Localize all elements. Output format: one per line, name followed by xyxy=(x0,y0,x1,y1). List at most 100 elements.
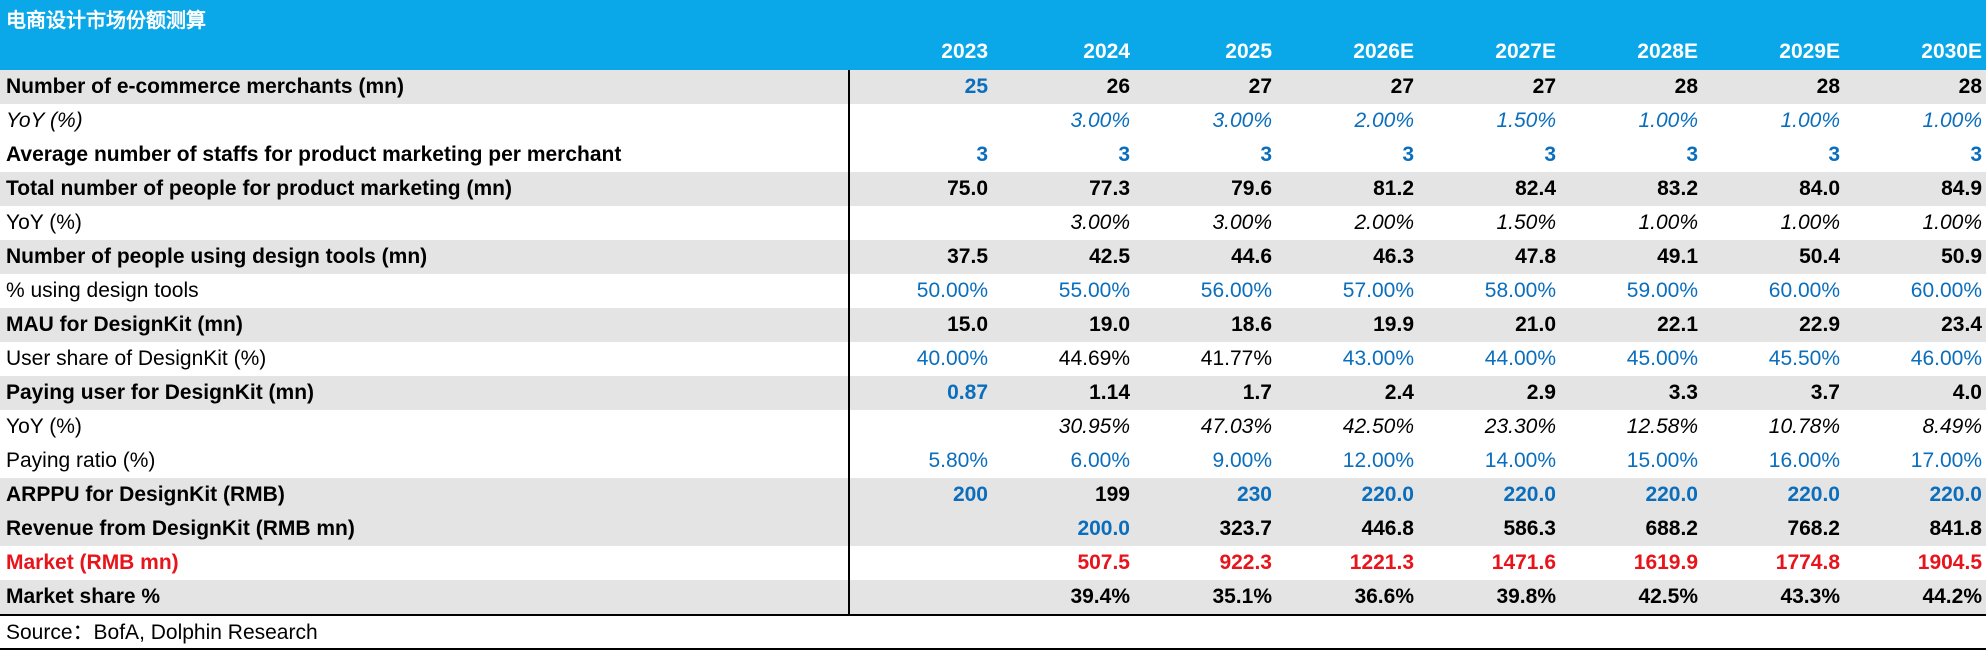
cell: 4.0 xyxy=(1952,381,1982,404)
table-row: % using design tools 50.00% 55.00% 56.00% 57… xyxy=(0,274,1986,308)
row-label: YoY (%) xyxy=(6,211,82,234)
cell: 56.00% xyxy=(1200,279,1272,302)
table-row: YoY (%) 30.95% 47.03% 42.50% 23.30% 12.58% 10.… xyxy=(0,410,1986,444)
cell: 1.00% xyxy=(1922,109,1982,132)
cell: 45.50% xyxy=(1768,347,1840,370)
rule xyxy=(0,614,1986,616)
cell: 1.00% xyxy=(1638,211,1698,234)
row-label: Paying ratio (%) xyxy=(6,449,156,472)
cell: 47.8 xyxy=(1515,245,1556,268)
table-row: Number of e-commerce merchants (mn) 25 26 2… xyxy=(0,70,1986,104)
cell: 200.0 xyxy=(1077,517,1130,540)
cell: 79.6 xyxy=(1231,177,1272,200)
cell: 42.50% xyxy=(1342,415,1414,438)
row-label: ARPPU for DesignKit (RMB) xyxy=(6,483,285,506)
cell: 49.1 xyxy=(1657,245,1698,268)
cell: 323.7 xyxy=(1219,517,1272,540)
cell: 1.14 xyxy=(1089,381,1130,404)
cell: 57.00% xyxy=(1342,279,1414,302)
cell: 25 xyxy=(964,75,988,98)
cell: 28 xyxy=(1816,75,1840,98)
cell: 43.00% xyxy=(1342,347,1414,370)
cell: 15.00% xyxy=(1626,449,1698,472)
cell: 28 xyxy=(1674,75,1698,98)
cell: 3 xyxy=(1118,143,1130,166)
year-header: 2023 xyxy=(941,40,988,63)
cell: 42.5% xyxy=(1638,585,1698,608)
cell: 15.0 xyxy=(947,313,988,336)
table-row: Paying ratio (%) 5.80% 6.00% 9.00% 12.00% 14.… xyxy=(0,444,1986,478)
cell: 446.8 xyxy=(1361,517,1414,540)
table-row: Market (RMB mn) 507.5 922.3 1221.3 1471.6 161… xyxy=(0,546,1986,580)
table-row: YoY (%) 3.00% 3.00% 2.00% 1.50% 1.00% 1.00% 1.0… xyxy=(0,206,1986,240)
row-label: Total number of people for product marke… xyxy=(6,177,512,200)
row-label: Number of people using design tools (mn) xyxy=(6,245,428,268)
cell: 41.77% xyxy=(1200,347,1272,370)
rule xyxy=(0,648,1986,650)
cell: 44.00% xyxy=(1484,347,1556,370)
cell: 688.2 xyxy=(1645,517,1698,540)
cell: 22.9 xyxy=(1799,313,1840,336)
cell: 17.00% xyxy=(1910,449,1982,472)
cell: 3.7 xyxy=(1810,381,1840,404)
row-label: Market (RMB mn) xyxy=(6,551,179,574)
cell: 9.00% xyxy=(1212,449,1272,472)
cell: 39.8% xyxy=(1496,585,1556,608)
cell: 21.0 xyxy=(1515,313,1556,336)
cell: 5.80% xyxy=(928,449,988,472)
cell: 35.1% xyxy=(1212,585,1272,608)
table-row: Paying user for DesignKit (mn) 0.87 1.14 1.… xyxy=(0,376,1986,410)
table-row: Market share % 39.4% 35.1% 36.6% 39.8% 42.5% 4… xyxy=(0,580,1986,614)
year-header: 2024 xyxy=(1083,40,1130,63)
cell: 220.0 xyxy=(1787,483,1840,506)
cell: 19.9 xyxy=(1373,313,1414,336)
cell: 84.9 xyxy=(1941,177,1982,200)
cell: 1.00% xyxy=(1922,211,1982,234)
cell: 3.00% xyxy=(1212,109,1272,132)
cell: 3 xyxy=(1260,143,1272,166)
cell: 220.0 xyxy=(1929,483,1982,506)
table-row: User share of DesignKit (%) 40.00% 44.69% 4… xyxy=(0,342,1986,376)
cell: 3 xyxy=(1686,143,1698,166)
cell: 39.4% xyxy=(1070,585,1130,608)
row-label: MAU for DesignKit (mn) xyxy=(6,313,243,336)
cell: 27 xyxy=(1532,75,1556,98)
year-header: 2025 xyxy=(1225,40,1272,63)
cell: 2.00% xyxy=(1354,211,1414,234)
cell: 2.00% xyxy=(1354,109,1414,132)
cell: 199 xyxy=(1094,483,1130,506)
cell: 200 xyxy=(952,483,988,506)
year-header: 2028E xyxy=(1637,40,1698,63)
cell: 40.00% xyxy=(916,347,988,370)
cell: 586.3 xyxy=(1503,517,1556,540)
cell: 81.2 xyxy=(1373,177,1414,200)
cell: 45.00% xyxy=(1626,347,1698,370)
cell: 768.2 xyxy=(1787,517,1840,540)
cell: 50.00% xyxy=(916,279,988,302)
cell: 47.03% xyxy=(1200,415,1272,438)
year-header: 2026E xyxy=(1353,40,1414,63)
cell: 12.58% xyxy=(1626,415,1698,438)
table-row: ARPPU for DesignKit (RMB) 200 199 230 220.0 2… xyxy=(0,478,1986,512)
cell: 3.00% xyxy=(1070,109,1130,132)
cell: 1.00% xyxy=(1638,109,1698,132)
cell: 1.00% xyxy=(1780,109,1840,132)
cell: 19.0 xyxy=(1089,313,1130,336)
cell: 220.0 xyxy=(1503,483,1556,506)
cell: 3.00% xyxy=(1070,211,1130,234)
year-header: 2027E xyxy=(1495,40,1556,63)
cell: 220.0 xyxy=(1361,483,1414,506)
cell: 44.6 xyxy=(1231,245,1272,268)
cell: 220.0 xyxy=(1645,483,1698,506)
cell: 3 xyxy=(1402,143,1414,166)
cell: 230 xyxy=(1236,483,1272,506)
cell: 22.1 xyxy=(1657,313,1698,336)
cell: 1904.5 xyxy=(1917,551,1982,574)
divider xyxy=(848,70,850,614)
table-row: YoY (%) 3.00% 3.00% 2.00% 1.50% 1.00% 1.00% 1.0… xyxy=(0,104,1986,138)
cell: 44.69% xyxy=(1058,347,1130,370)
cell: 1774.8 xyxy=(1775,551,1840,574)
cell: 1.50% xyxy=(1496,211,1556,234)
cell: 82.4 xyxy=(1515,177,1556,200)
cell: 59.00% xyxy=(1626,279,1698,302)
